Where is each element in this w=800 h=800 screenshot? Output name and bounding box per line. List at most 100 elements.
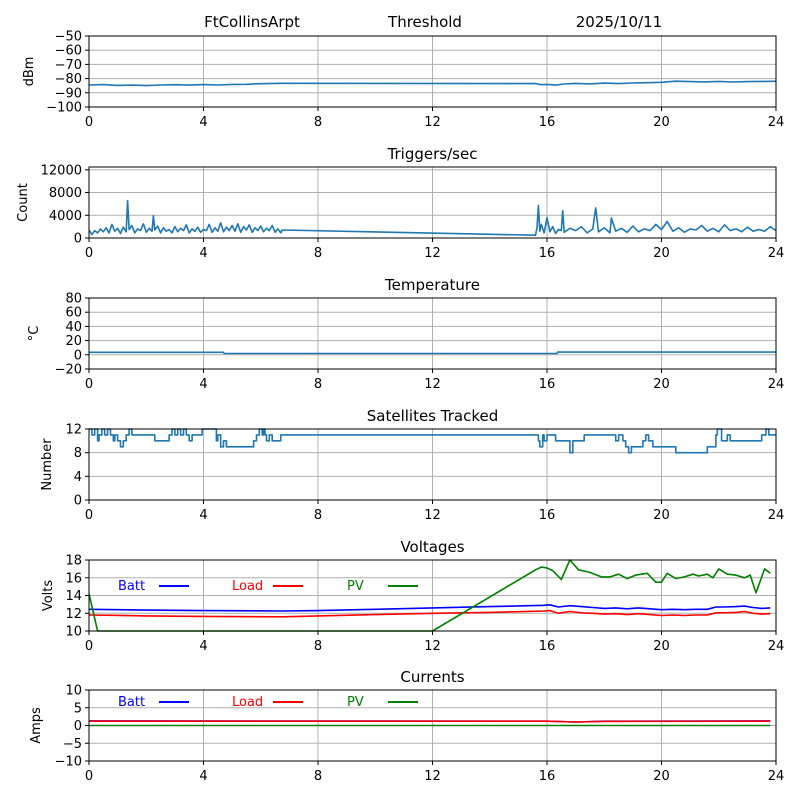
series-line-batt <box>89 604 771 612</box>
header-date: 2025/10/11 <box>576 13 662 31</box>
y-tick-label: 60 <box>65 306 82 321</box>
x-tick-label: 16 <box>539 377 556 392</box>
y-tick-label: 14 <box>65 589 82 604</box>
y-tick-label: 0 <box>74 494 82 509</box>
chart-title: Triggers/sec <box>387 145 478 163</box>
legend-label-pv: PV <box>347 695 364 710</box>
y-tick-label: −20 <box>55 363 82 378</box>
y-tick-label: 20 <box>65 334 82 349</box>
x-tick-label: 0 <box>85 639 93 654</box>
x-tick-label: 24 <box>768 246 785 261</box>
y-tick-label: 8 <box>74 446 82 461</box>
x-tick-label: 12 <box>424 377 441 392</box>
y-tick-label: 0 <box>74 719 82 734</box>
y-tick-label: 12 <box>65 423 82 438</box>
y-axis-label: dBm <box>22 57 37 87</box>
y-tick-label: 12000 <box>41 163 82 178</box>
legend-label-batt: Batt <box>118 579 145 594</box>
series-line-pv <box>89 559 771 632</box>
legend-label-pv: PV <box>347 579 364 594</box>
y-tick-label: 10 <box>65 625 82 640</box>
x-tick-label: 12 <box>424 769 441 784</box>
x-tick-label: 0 <box>85 377 93 392</box>
y-tick-label: 16 <box>65 571 82 586</box>
legend-label-load: Load <box>232 579 263 594</box>
y-tick-label: −100 <box>46 101 82 116</box>
y-tick-label: −10 <box>55 755 82 770</box>
x-tick-label: 24 <box>768 377 785 392</box>
y-tick-label: 4 <box>74 470 82 485</box>
y-axis-label: Count <box>16 183 31 222</box>
y-tick-label: 8000 <box>49 186 82 201</box>
y-tick-label: 40 <box>65 320 82 335</box>
x-tick-label: 12 <box>424 246 441 261</box>
x-tick-label: 20 <box>653 769 670 784</box>
y-tick-label: −70 <box>55 58 82 73</box>
x-tick-label: 20 <box>653 508 670 523</box>
panel-currents: 0 4 8 12 16 20 24 −10 −5 0 5 10 Amps Currents Batt Load… <box>29 668 784 784</box>
x-tick-label: 24 <box>768 115 785 130</box>
x-tick-label: 20 <box>653 377 670 392</box>
y-tick-label: −50 <box>55 30 82 45</box>
x-tick-label: 8 <box>314 639 322 654</box>
x-tick-label: 16 <box>539 115 556 130</box>
x-tick-label: 16 <box>539 508 556 523</box>
y-tick-label: −60 <box>55 44 82 59</box>
x-tick-label: 12 <box>424 508 441 523</box>
y-tick-label: 12 <box>65 607 82 622</box>
legend-label-load: Load <box>232 695 263 710</box>
y-axis-label: Volts <box>41 580 56 612</box>
x-tick-label: 8 <box>314 769 322 784</box>
x-tick-label: 8 <box>314 115 322 130</box>
x-tick-label: 16 <box>539 639 556 654</box>
x-tick-label: 4 <box>199 508 207 523</box>
x-tick-label: 24 <box>768 508 785 523</box>
panel-voltages: 0 4 8 12 16 20 24 10 12 14 16 18 Volts Voltages Batt Lo… <box>41 538 784 654</box>
x-tick-label: 24 <box>768 639 785 654</box>
chart-title: Currents <box>400 668 464 686</box>
y-axis-label: Amps <box>29 707 44 744</box>
y-tick-label: 10 <box>65 684 82 699</box>
x-tick-label: 0 <box>85 115 93 130</box>
chart-title: Satellites Tracked <box>367 407 498 425</box>
y-tick-label: −90 <box>55 86 82 101</box>
y-tick-label: 4000 <box>49 209 82 224</box>
y-tick-label: 5 <box>74 701 82 716</box>
series-line-temperature <box>89 351 776 355</box>
chart-title: Temperature <box>384 276 480 294</box>
x-tick-label: 8 <box>314 246 322 261</box>
panel-threshold: 0 4 8 12 16 20 24 −50−60−70−80−90−100 dBm <box>22 30 784 131</box>
y-tick-label: −5 <box>63 737 82 752</box>
x-tick-label: 8 <box>314 508 322 523</box>
series-line-load <box>89 720 771 723</box>
legend-label-batt: Batt <box>118 695 145 710</box>
x-tick-label: 8 <box>314 377 322 392</box>
series-line-triggers-sec <box>89 199 776 236</box>
x-tick-label: 24 <box>768 769 785 784</box>
y-tick-label: −80 <box>55 72 82 87</box>
y-tick-label: 0 <box>74 348 82 363</box>
x-tick-label: 4 <box>199 246 207 261</box>
x-tick-label: 20 <box>653 246 670 261</box>
x-tick-label: 12 <box>424 639 441 654</box>
x-tick-label: 0 <box>85 246 93 261</box>
x-tick-label: 12 <box>424 115 441 130</box>
x-tick-label: 4 <box>199 115 207 130</box>
x-tick-label: 0 <box>85 508 93 523</box>
header-mode: Threshold <box>387 13 462 31</box>
y-axis-label: Number <box>40 438 55 491</box>
panel-triggers: 0 4 8 12 16 20 24 0 4000 8000 12000 Count Triggers/s… <box>16 145 784 261</box>
header-station: FtCollinsArpt <box>204 13 300 31</box>
y-axis-label: °C <box>27 326 42 342</box>
x-tick-label: 4 <box>199 769 207 784</box>
x-tick-label: 20 <box>653 639 670 654</box>
y-tick-label: 0 <box>74 232 82 247</box>
x-tick-label: 4 <box>199 377 207 392</box>
panel-satellites: 0 4 8 12 16 20 24 0 4 8 12 Number Satellites Tracked <box>40 407 784 523</box>
x-tick-label: 0 <box>85 769 93 784</box>
x-tick-label: 16 <box>539 246 556 261</box>
y-tick-label: 18 <box>65 554 82 569</box>
